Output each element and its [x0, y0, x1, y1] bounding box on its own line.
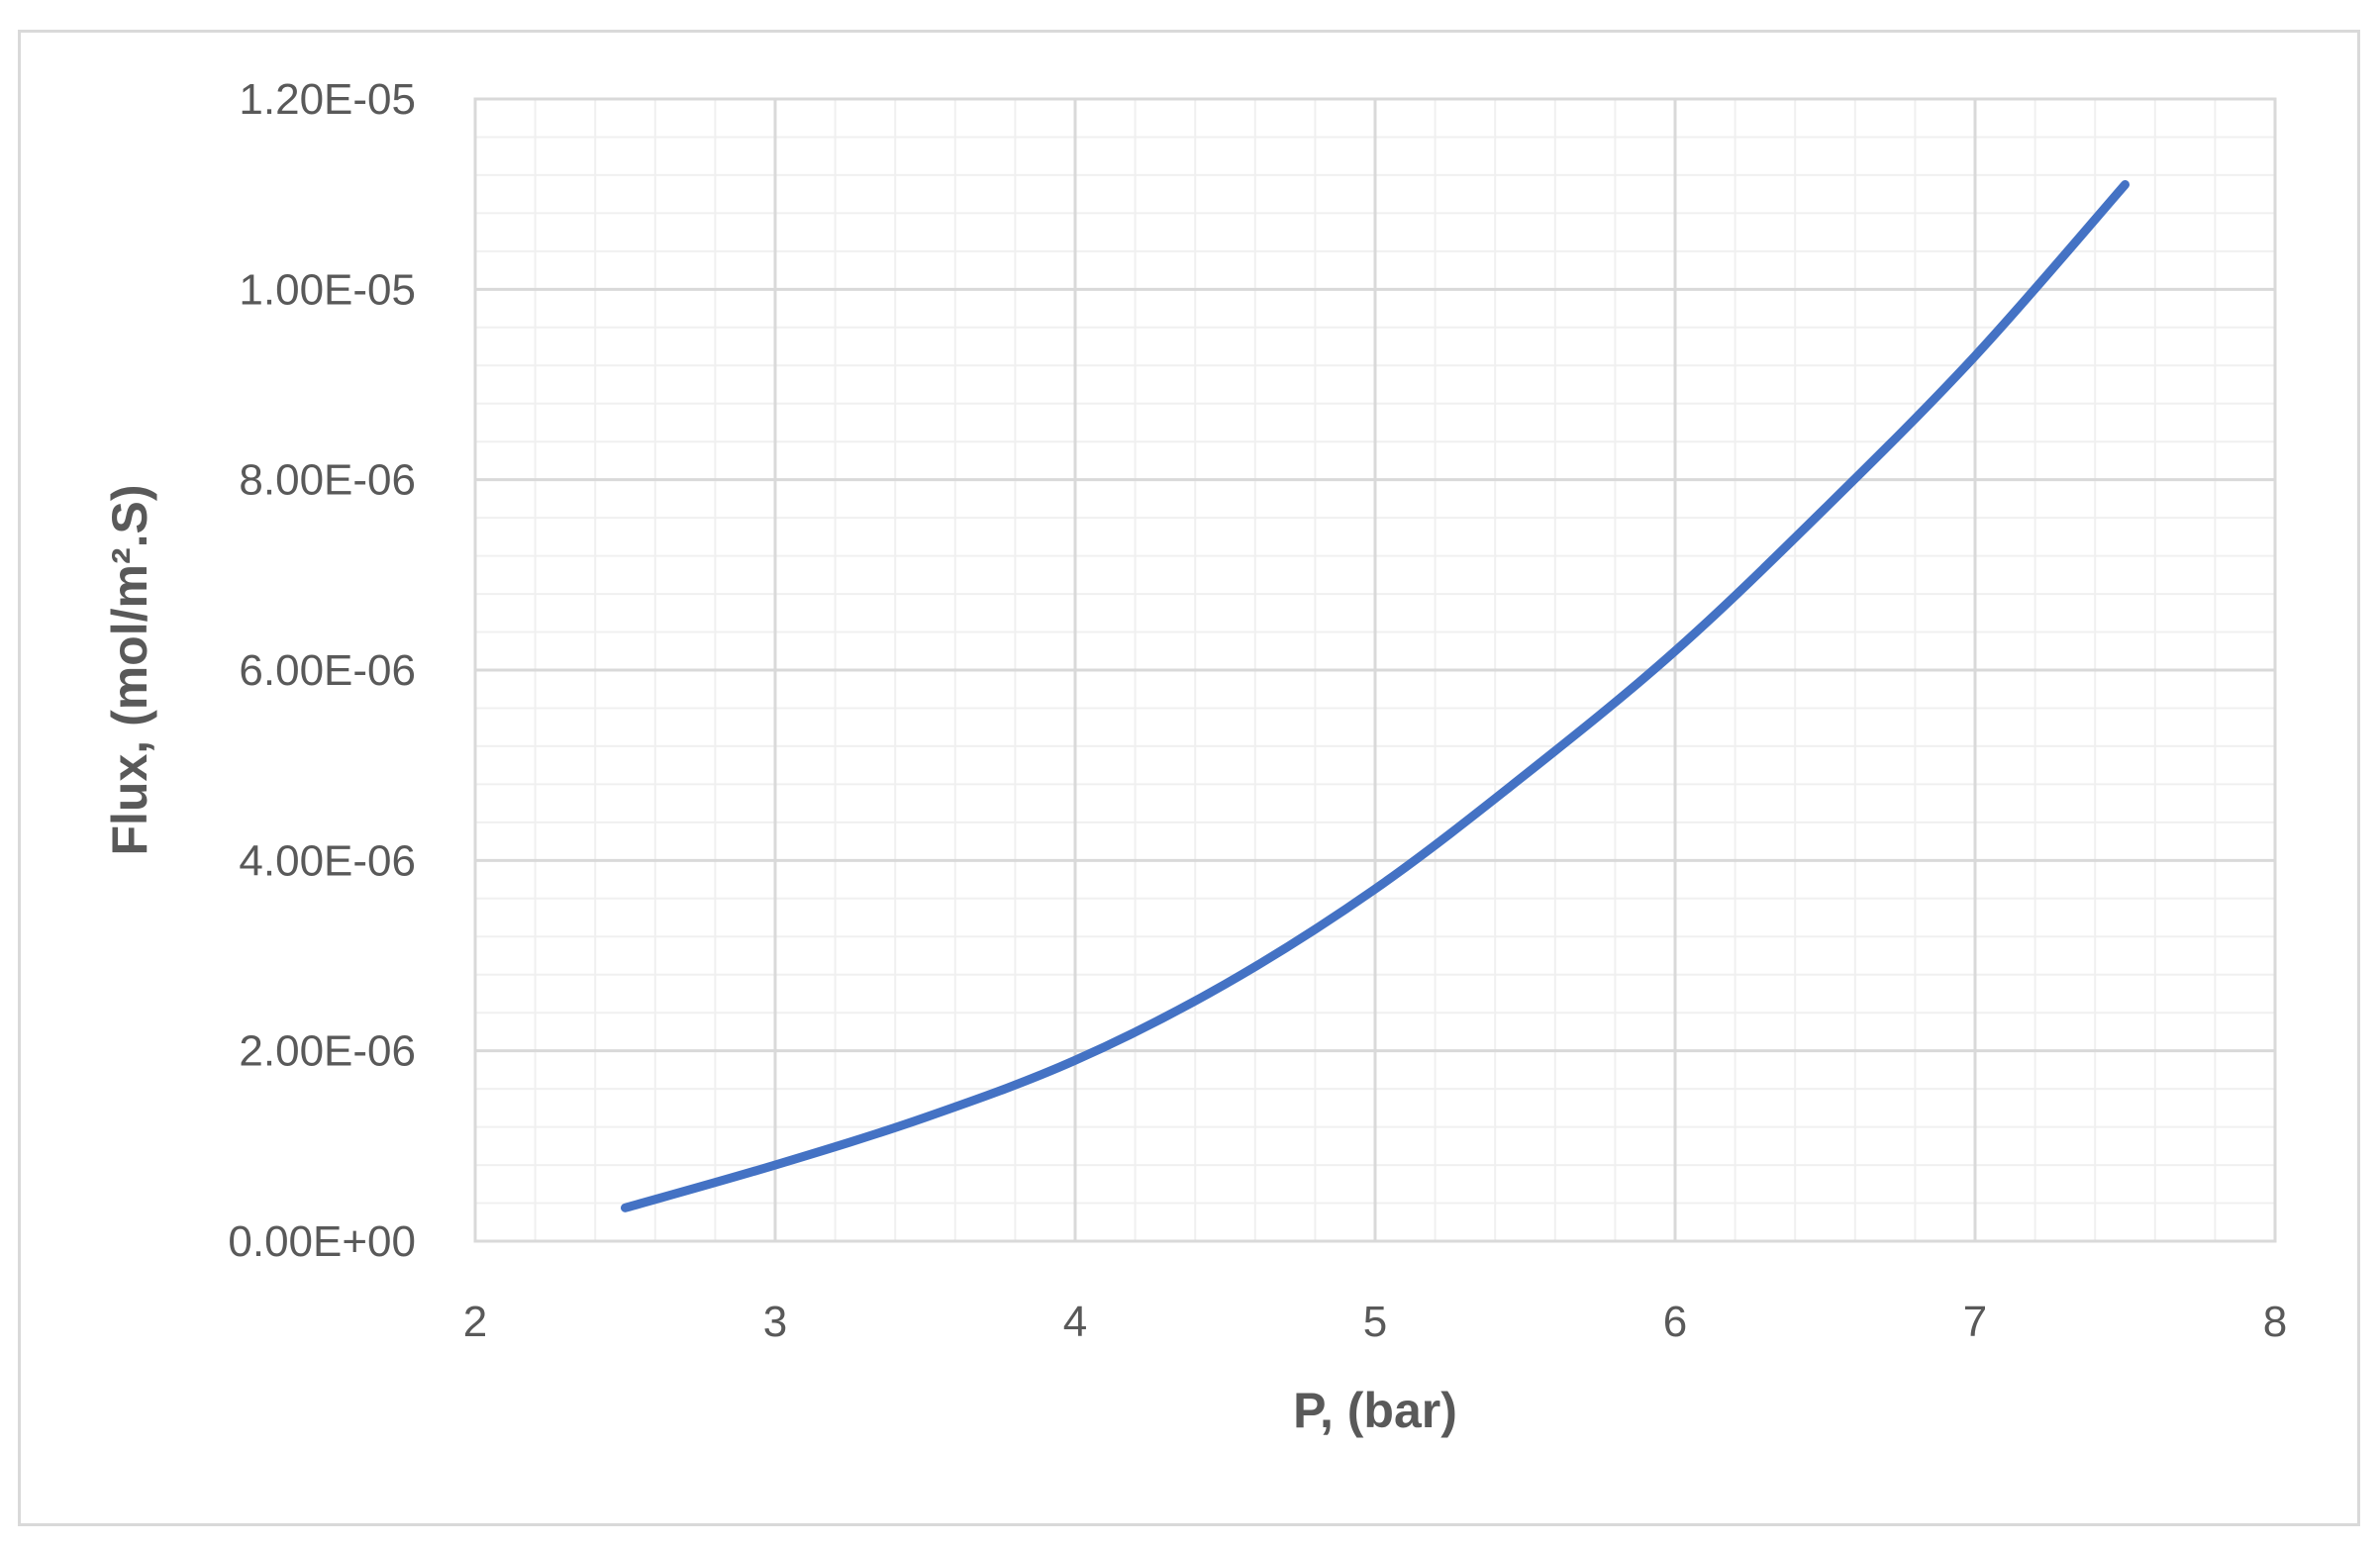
- major-gridlines: [473, 97, 2277, 1243]
- x-tick-label: 8: [2263, 1298, 2287, 1346]
- x-tick-label: 7: [1963, 1298, 1987, 1346]
- series-line-flux: [621, 180, 2130, 1212]
- x-tick-label: 2: [463, 1298, 487, 1346]
- y-tick-label: 8.00E-06: [239, 456, 416, 505]
- y-tick-label: 1.20E-05: [239, 75, 416, 124]
- y-tick-label: 4.00E-06: [239, 836, 416, 885]
- x-tick-label: 5: [1363, 1298, 1387, 1346]
- series-layer: [621, 180, 2130, 1212]
- chart-frame: [18, 30, 2360, 1526]
- x-axis-tick-labels: 2 3 4 5 6 7 8: [463, 1298, 2287, 1346]
- y-tick-label: 1.00E-05: [239, 265, 416, 314]
- x-tick-label: 4: [1063, 1298, 1087, 1346]
- y-axis-title: Flux, (mol/m².S): [102, 485, 157, 856]
- plot-area-border: [473, 97, 2277, 1243]
- x-axis-title: P, (bar): [1293, 1383, 1457, 1438]
- x-tick-label: 6: [1663, 1298, 1687, 1346]
- x-tick-label: 3: [763, 1298, 787, 1346]
- y-tick-label: 6.00E-06: [239, 646, 416, 695]
- y-tick-label: 2.00E-06: [239, 1027, 416, 1076]
- y-axis-tick-labels: 0.00E+00 2.00E-06 4.00E-06 6.00E-06 8.00E-06…: [228, 75, 416, 1266]
- y-tick-label: 0.00E+00: [228, 1217, 416, 1266]
